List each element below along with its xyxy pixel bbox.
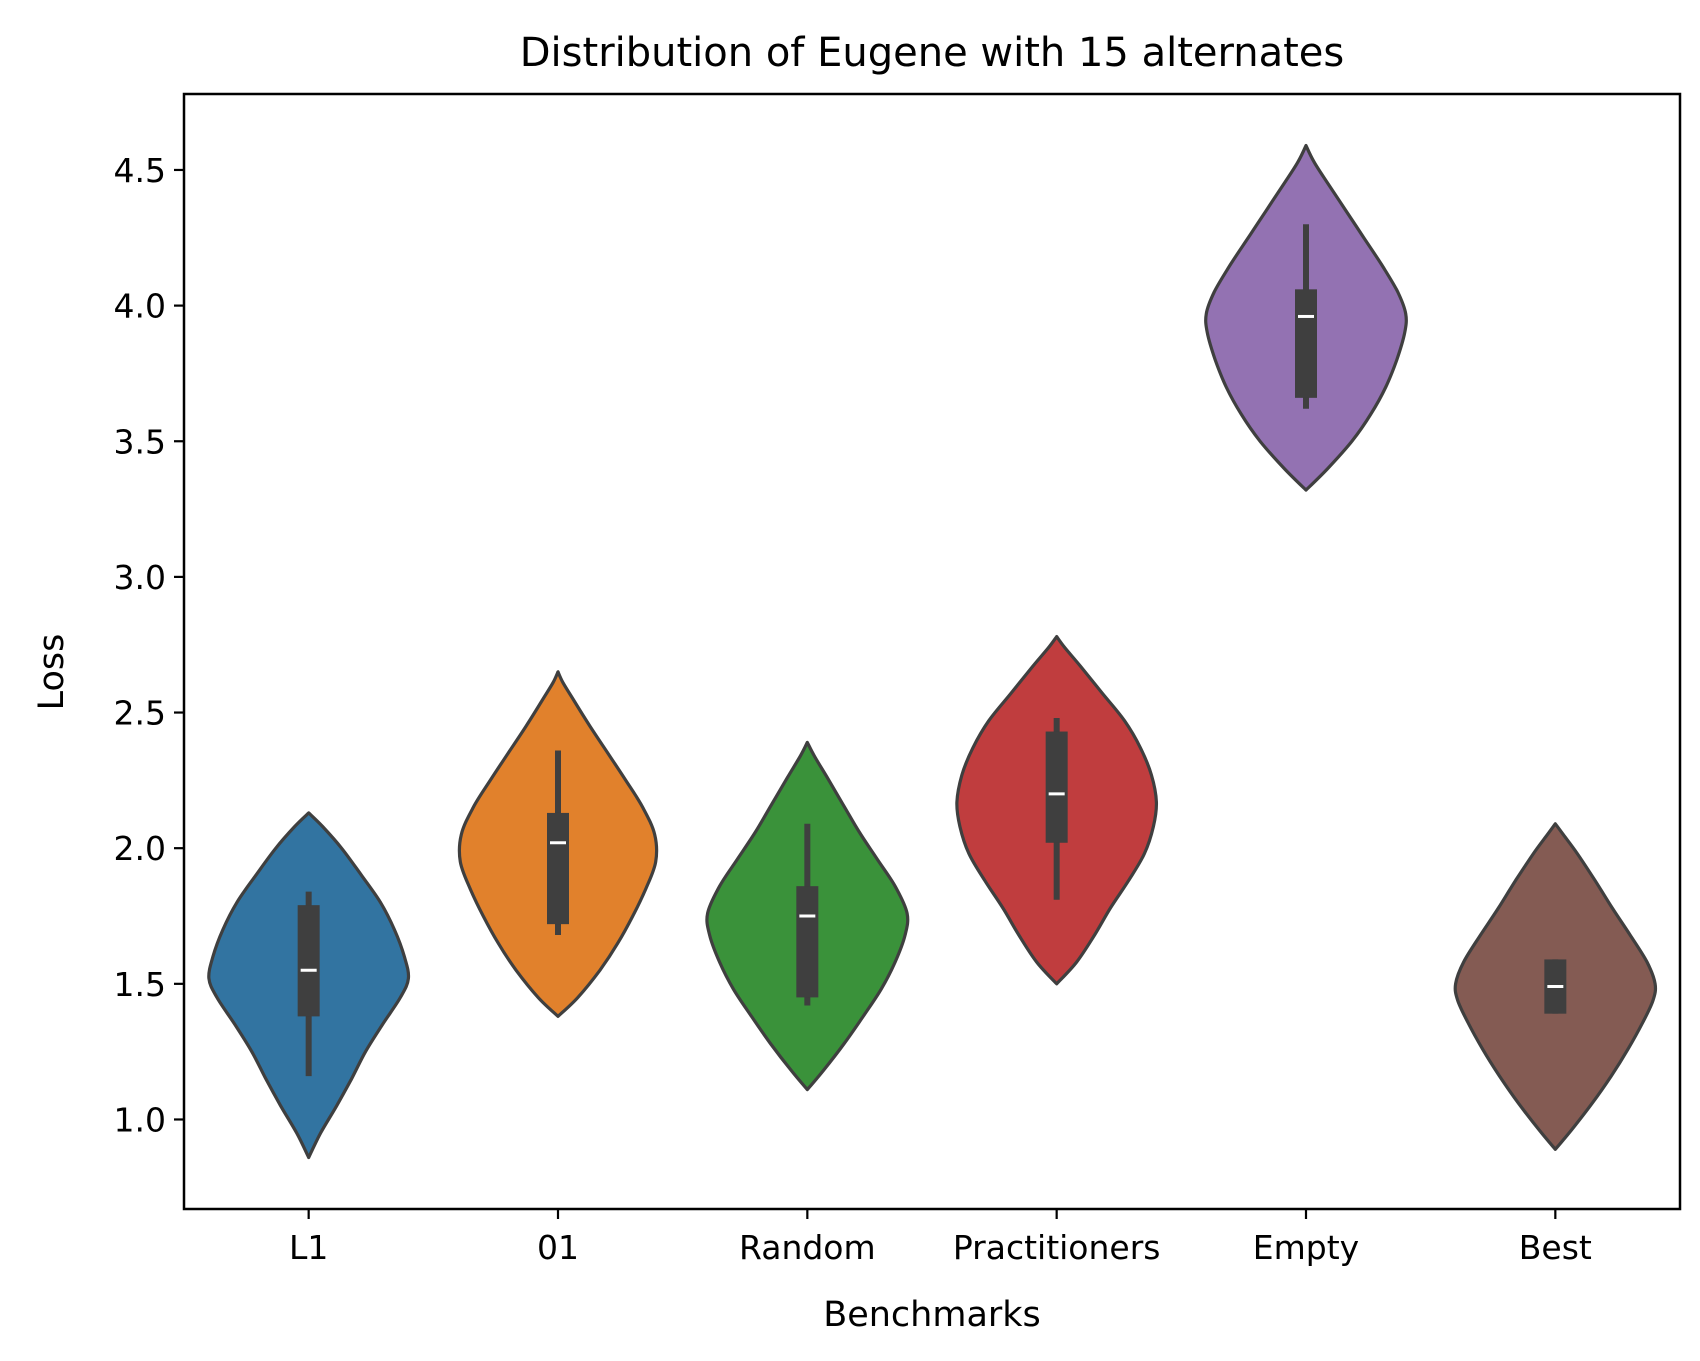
violin-l1 bbox=[207, 811, 411, 1160]
violin-iqr-box bbox=[1295, 289, 1317, 398]
y-axis-ticks: 1.0 1.5 2.0 2.5 3.0 3.5 4.0 4.5 bbox=[114, 151, 184, 1139]
y-tick-label: 4.5 bbox=[114, 151, 166, 190]
x-tick-label: L1 bbox=[289, 1228, 328, 1267]
x-tick-label: Empty bbox=[1253, 1228, 1359, 1267]
violin-practitioners bbox=[955, 635, 1159, 986]
x-axis-label: Benchmarks bbox=[823, 1295, 1041, 1335]
violin-random bbox=[705, 740, 910, 1092]
x-tick-label: Best bbox=[1519, 1228, 1592, 1267]
plot-area-frame bbox=[182, 92, 1682, 1211]
violin-iqr-box bbox=[297, 905, 320, 1017]
x-tick-label: Random bbox=[739, 1228, 876, 1267]
violin-iqr-box bbox=[547, 812, 569, 925]
violin-iqr-box bbox=[1045, 731, 1068, 843]
violin-01 bbox=[457, 670, 659, 1018]
y-axis-label: Loss bbox=[32, 634, 72, 711]
chart-title: Distribution of Eugene with 15 alternate… bbox=[520, 30, 1345, 76]
violin-iqr-box bbox=[796, 886, 819, 998]
y-tick-label: 3.0 bbox=[114, 558, 166, 597]
x-tick-label: Practitioners bbox=[953, 1228, 1161, 1267]
y-tick-label: 2.0 bbox=[114, 829, 166, 868]
y-tick-label: 2.5 bbox=[114, 694, 166, 733]
violin-empty bbox=[1204, 143, 1408, 492]
y-tick-label: 4.0 bbox=[114, 287, 166, 326]
violins-group bbox=[207, 143, 1658, 1160]
x-tick-label: 01 bbox=[537, 1228, 579, 1267]
x-axis-ticks: L1 01 Random Practitioners Empty Best bbox=[289, 1209, 1592, 1267]
y-tick-label: 1.0 bbox=[114, 1100, 166, 1139]
y-tick-label: 3.5 bbox=[114, 422, 166, 461]
violin-best bbox=[1453, 822, 1658, 1151]
y-tick-label: 1.5 bbox=[114, 965, 166, 1004]
